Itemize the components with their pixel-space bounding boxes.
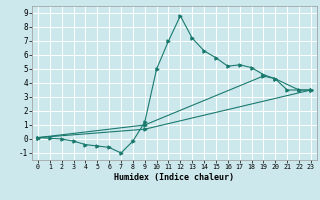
X-axis label: Humidex (Indice chaleur): Humidex (Indice chaleur)	[115, 173, 234, 182]
